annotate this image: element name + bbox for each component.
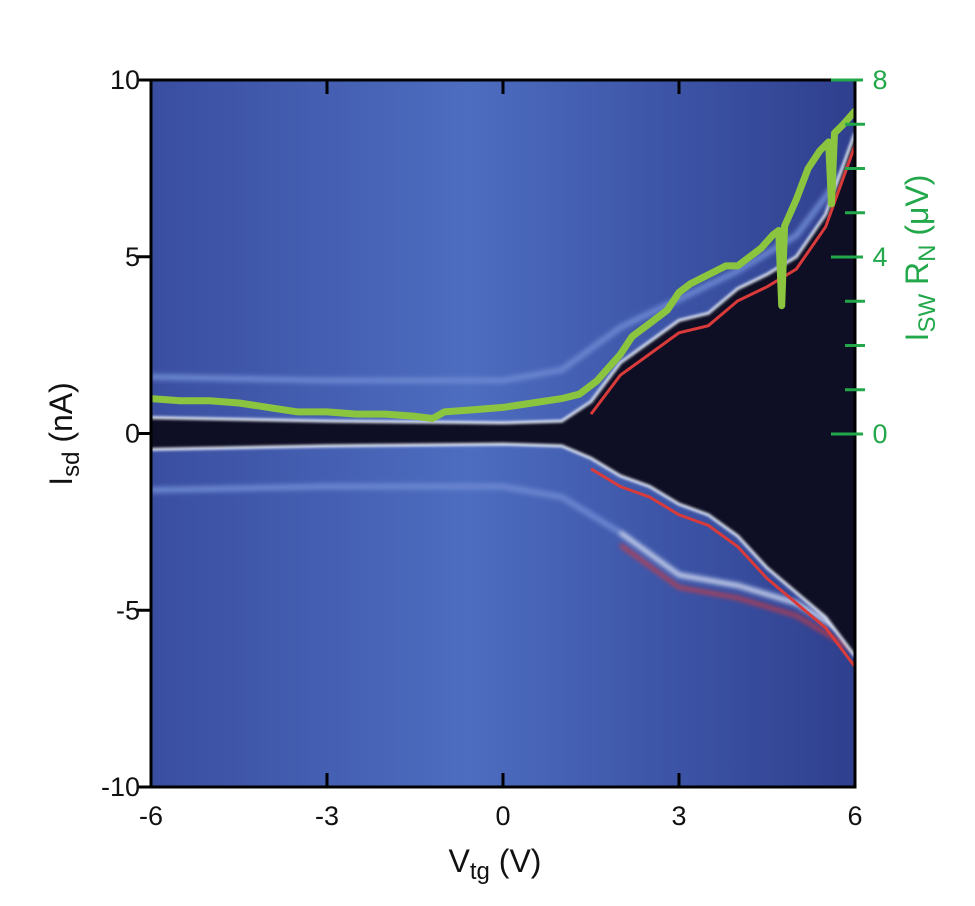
edge-bands — [151, 132, 855, 668]
lower-white-band — [151, 442, 855, 658]
y-tick-label: -10 — [101, 772, 140, 802]
y-tick-label: 5 — [125, 242, 140, 272]
x-axis-title-main: V — [449, 843, 471, 879]
y-axis-ticks: 10 5 0 -5 -10 — [101, 65, 151, 802]
x-axis-ticks: -6 -3 0 3 6 — [139, 80, 863, 831]
switching-current-line — [151, 107, 855, 422]
x-tick-label: -6 — [139, 801, 163, 831]
x-axis-title-sub: tg — [470, 858, 490, 885]
lower-side-red — [619, 543, 855, 653]
x-tick-label: 6 — [847, 801, 862, 831]
y-axis-title-main: I — [43, 477, 79, 486]
y-axis-title-sub: sd — [58, 452, 85, 477]
lower-side-white — [619, 531, 855, 640]
right-axis-title-sub2: N — [914, 245, 941, 262]
y-axis-title-unit: (nA) — [43, 382, 79, 451]
right-tick-label: 8 — [872, 65, 887, 95]
right-axis-title-unit: (μV) — [899, 175, 935, 245]
y-tick-label: 10 — [110, 65, 140, 95]
right-axis-title: ISW RN (μV) — [899, 175, 941, 342]
right-axis-title-mid: R — [899, 262, 935, 294]
x-tick-label: 0 — [495, 801, 510, 831]
right-tick-label: 4 — [872, 242, 887, 272]
upper-red-band — [589, 144, 855, 416]
y-axis-title: Isd (nA) — [43, 382, 85, 486]
right-axis-title-main: I — [899, 333, 935, 342]
right-axis-title-sub1: SW — [914, 294, 941, 333]
x-tick-label: 3 — [671, 801, 686, 831]
x-axis-title: Vtg (V) — [449, 843, 542, 885]
right-axis-ticks: 0 4 8 — [831, 65, 888, 449]
right-tick-label: 0 — [872, 419, 887, 449]
upper-white-band — [151, 132, 855, 425]
y-tick-label: -5 — [116, 595, 140, 625]
lower-red-band — [590, 467, 855, 668]
y-tick-label: 0 — [125, 419, 140, 449]
dark-supercurrent-region — [151, 133, 855, 657]
x-axis-title-unit: (V) — [490, 843, 542, 879]
x-tick-label: -3 — [315, 801, 339, 831]
